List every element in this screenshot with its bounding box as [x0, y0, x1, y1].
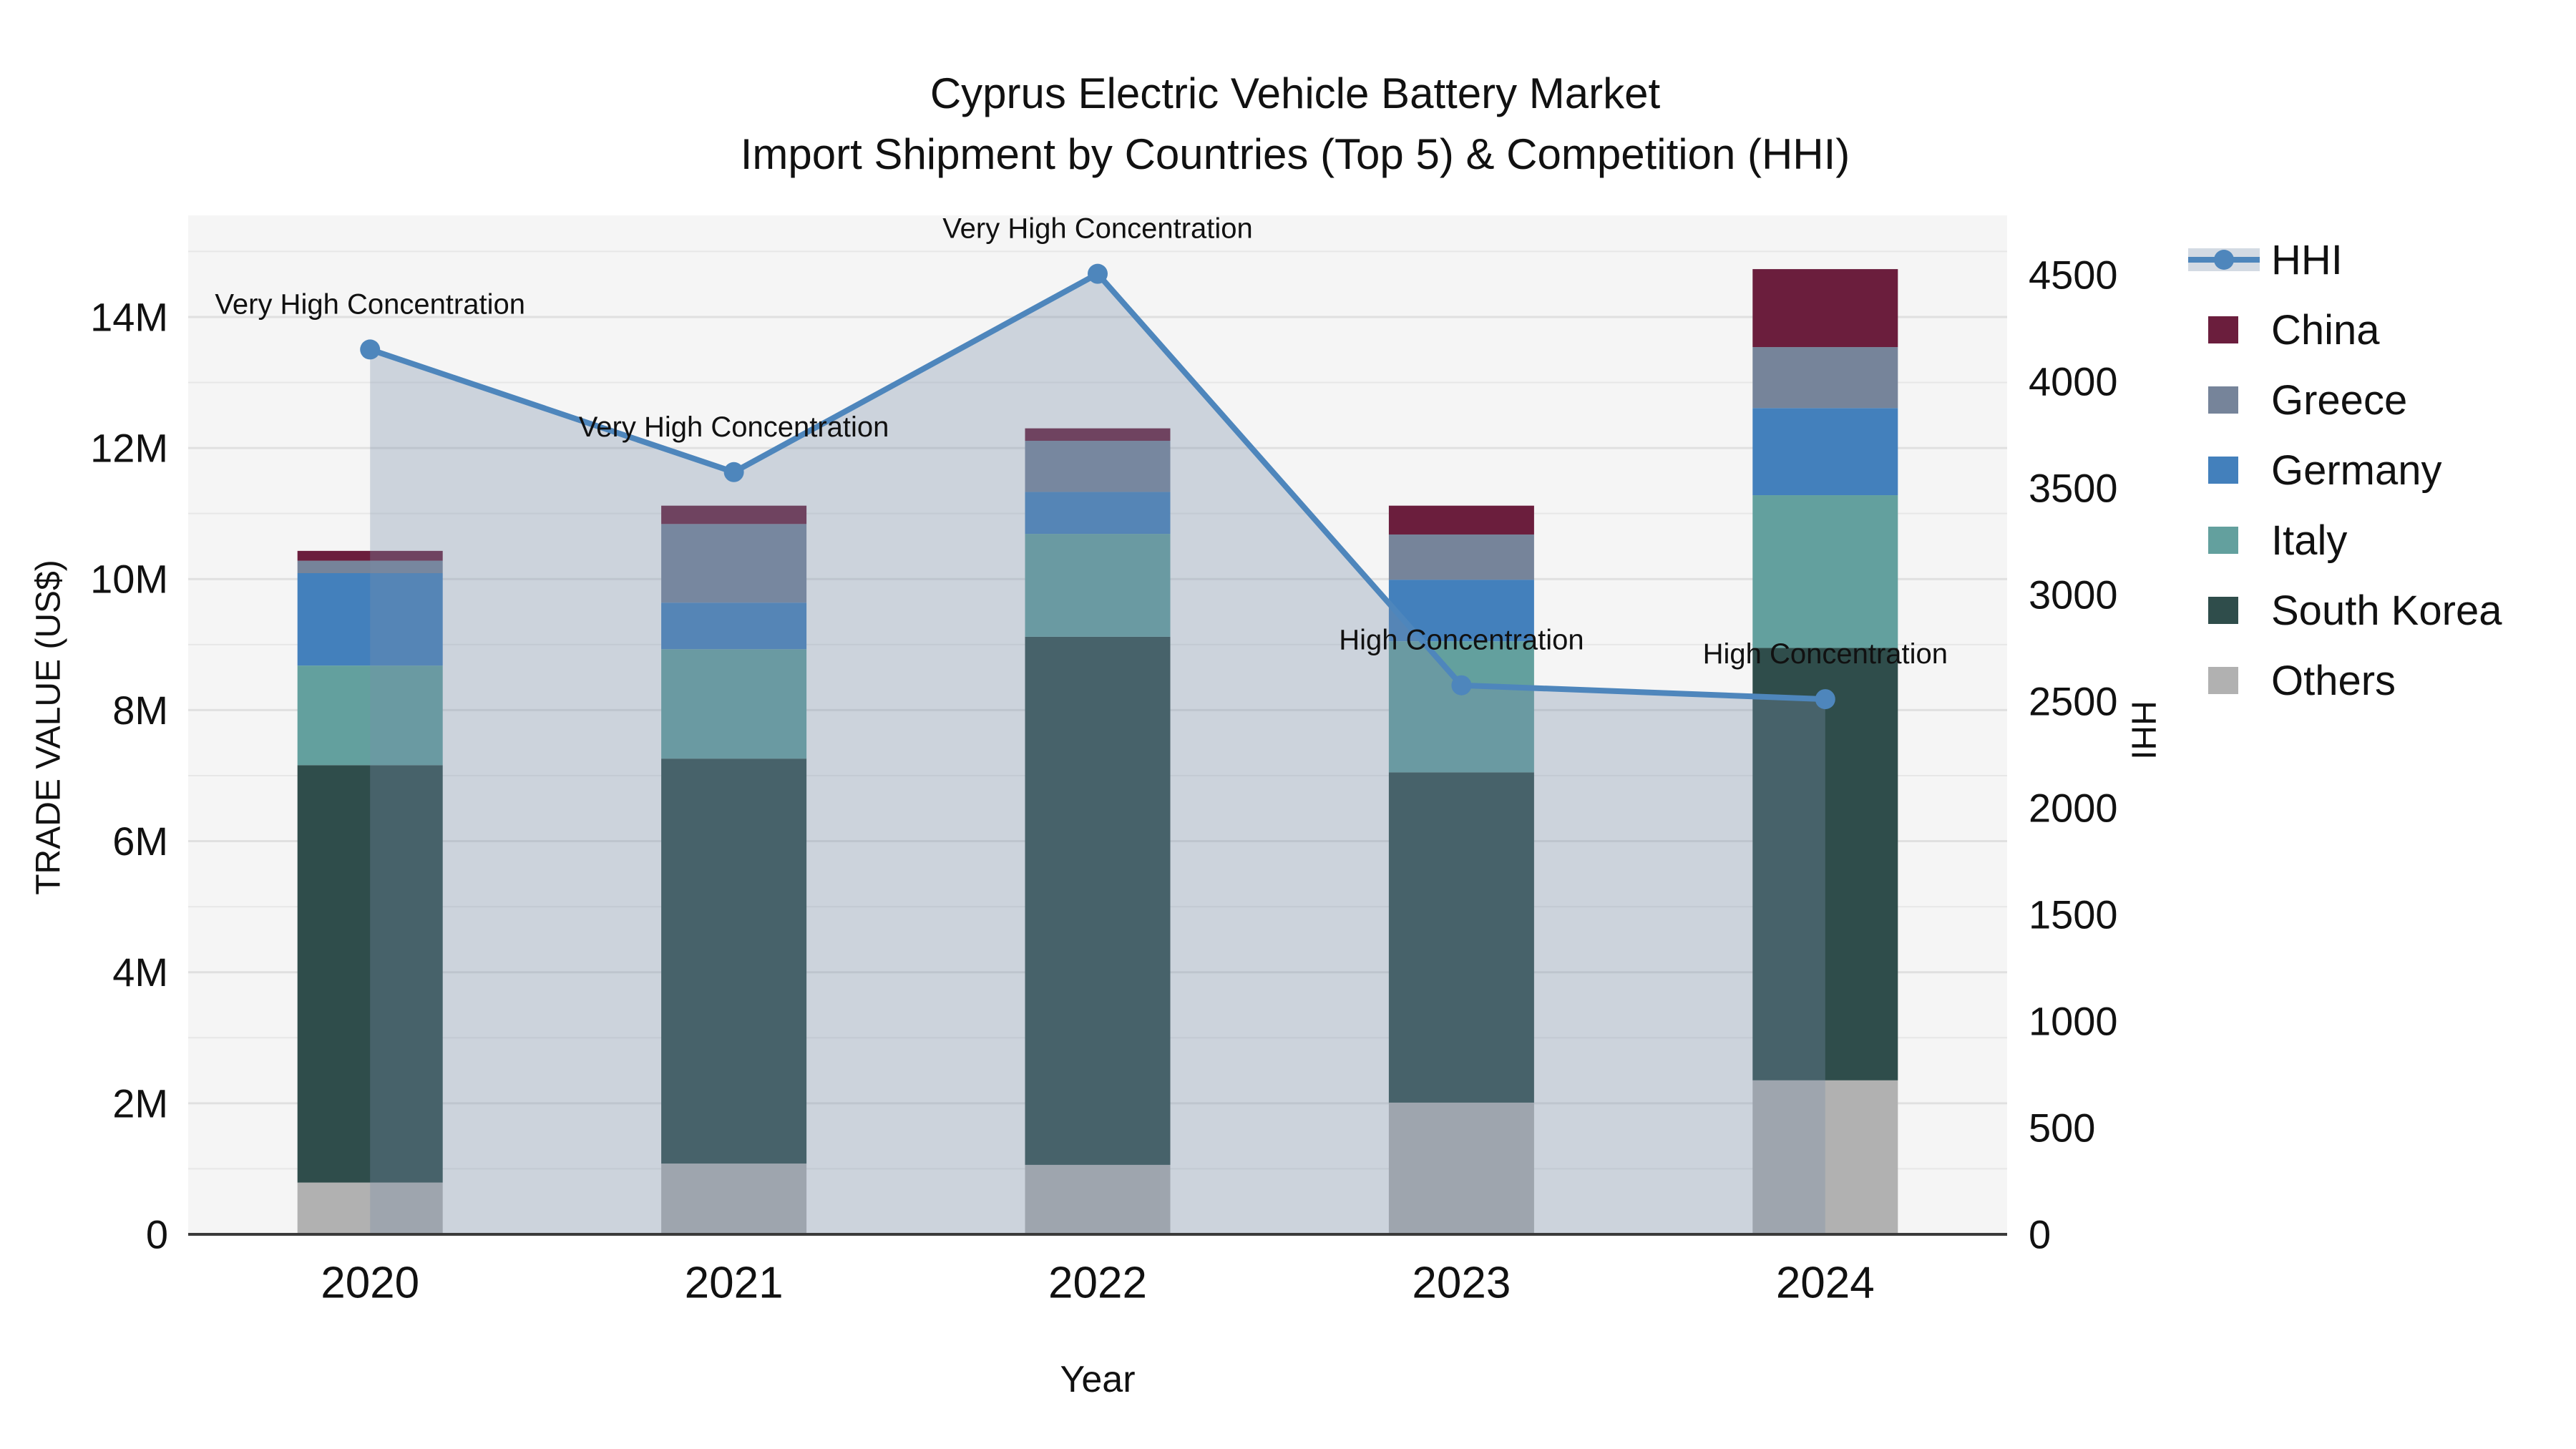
- x-axis-tick-label: 2023: [1412, 1259, 1511, 1308]
- color-swatch-icon: [2208, 667, 2238, 694]
- color-swatch-icon: [2208, 316, 2238, 343]
- y-axis-tick-label: 8M: [112, 688, 168, 733]
- legend-label: Greece: [2271, 376, 2408, 424]
- legend-item-greece[interactable]: Greece: [2188, 365, 2502, 435]
- y-axis-tick-label: 14M: [90, 294, 168, 339]
- x-axis-tick-label: 2024: [1776, 1259, 1875, 1308]
- bar-segment-china: [1025, 428, 1171, 441]
- bar-segment-italy: [1025, 534, 1171, 637]
- legend-item-others[interactable]: Others: [2188, 645, 2502, 716]
- legend-label: Others: [2271, 657, 2396, 704]
- hhi-marker: [723, 462, 744, 482]
- y2-axis-tick-label: 0: [2029, 1212, 2051, 1257]
- chart-title-line2: Import Shipment by Countries (Top 5) & C…: [740, 130, 1850, 178]
- bar-segment-china: [1388, 505, 1534, 535]
- hhi-marker: [1815, 689, 1835, 710]
- bar-segment-south-korea: [1752, 648, 1898, 1080]
- y2-axis-tick-label: 1500: [2029, 892, 2118, 937]
- hhi-marker: [1451, 675, 1472, 696]
- y2-axis-tick-label: 4000: [2029, 359, 2118, 404]
- y-axis-tick-label: 2M: [112, 1080, 168, 1126]
- color-swatch-icon: [2208, 527, 2238, 554]
- y-axis-tick-label: 0: [146, 1212, 168, 1257]
- legend-item-south-korea[interactable]: South Korea: [2188, 575, 2502, 645]
- hhi-marker: [1088, 263, 1108, 284]
- legend-label: Italy: [2271, 517, 2348, 564]
- hhi-annotation: Very High Concentration: [579, 411, 889, 443]
- bar-segment-greece: [297, 560, 443, 574]
- y2-axis-title: HHI: [2124, 701, 2162, 760]
- bar-segment-china: [297, 550, 443, 561]
- hhi-line-swatch-icon: [2188, 247, 2260, 273]
- bar-segment-germany: [1752, 408, 1898, 496]
- bar-segment-italy: [661, 649, 807, 759]
- legend-item-germany[interactable]: Germany: [2188, 435, 2502, 505]
- legend-label: Germany: [2271, 447, 2442, 494]
- bar-segment-others: [1025, 1164, 1171, 1234]
- bar-segment-others: [1388, 1102, 1534, 1234]
- legend-item-italy[interactable]: Italy: [2188, 505, 2502, 575]
- hhi-annotation: High Concentration: [1339, 625, 1584, 656]
- chart-title-line1: Cyprus Electric Vehicle Battery Market: [930, 69, 1661, 117]
- x-axis-title: Year: [1060, 1359, 1136, 1400]
- bar-segment-china: [1752, 269, 1898, 348]
- y-axis-tick-label: 6M: [112, 819, 168, 864]
- bar-segment-greece: [1025, 441, 1171, 492]
- hhi-marker: [360, 339, 381, 360]
- legend: HHI China Greece Germany Italy South Kor…: [2188, 225, 2502, 716]
- y2-axis-tick-label: 2500: [2029, 679, 2118, 724]
- chart-title: Cyprus Electric Vehicle Battery Market I…: [741, 63, 1850, 185]
- bar-segment-others: [1752, 1080, 1898, 1234]
- bar-segment-south-korea: [297, 765, 443, 1183]
- bar-segment-others: [661, 1163, 807, 1234]
- y-axis-tick-label: 10M: [90, 557, 168, 602]
- bar-segment-china: [661, 505, 807, 525]
- legend-item-hhi[interactable]: HHI: [2188, 225, 2502, 295]
- y-axis-tick-label: 12M: [90, 426, 168, 471]
- legend-label: China: [2271, 306, 2380, 353]
- x-axis-tick-label: 2021: [685, 1259, 784, 1308]
- hhi-annotation: Very High Concentration: [942, 213, 1253, 245]
- hhi-annotation: High Concentration: [1703, 638, 1948, 670]
- y2-axis-tick-label: 1000: [2029, 999, 2118, 1044]
- bar-segment-germany: [1025, 492, 1171, 535]
- bar-segment-south-korea: [1388, 772, 1534, 1103]
- bar-segment-greece: [1388, 534, 1534, 580]
- bar-segment-others: [297, 1182, 443, 1234]
- color-swatch-icon: [2208, 597, 2238, 624]
- legend-label: South Korea: [2271, 587, 2502, 634]
- hhi-area-fill: [370, 273, 1825, 1235]
- bar-segment-greece: [661, 524, 807, 603]
- bar-segment-south-korea: [661, 758, 807, 1164]
- bar-segment-germany: [297, 573, 443, 666]
- x-axis-tick-label: 2020: [321, 1259, 419, 1308]
- bar-segment-germany: [661, 602, 807, 650]
- x-axis-tick-label: 2022: [1048, 1259, 1147, 1308]
- legend-label: HHI: [2271, 236, 2343, 283]
- y2-axis-tick-label: 4500: [2029, 253, 2118, 298]
- bar-segment-italy: [1388, 641, 1534, 773]
- y2-axis-tick-label: 3500: [2029, 466, 2118, 511]
- y2-axis-tick-label: 2000: [2029, 786, 2118, 831]
- bar-segment-italy: [297, 665, 443, 766]
- bar-segment-greece: [1752, 347, 1898, 409]
- y2-axis-tick-label: 500: [2029, 1106, 2095, 1151]
- bar-segment-italy: [1752, 495, 1898, 648]
- y-axis-tick-label: 4M: [112, 950, 168, 995]
- color-swatch-icon: [2208, 457, 2238, 484]
- hhi-annotation: Very High Concentration: [215, 288, 525, 320]
- legend-item-china[interactable]: China: [2188, 295, 2502, 365]
- bar-segment-south-korea: [1025, 636, 1171, 1165]
- color-swatch-icon: [2208, 386, 2238, 414]
- y2-axis-tick-label: 3000: [2029, 572, 2118, 618]
- y-axis-title: TRADE VALUE (US$): [29, 560, 68, 895]
